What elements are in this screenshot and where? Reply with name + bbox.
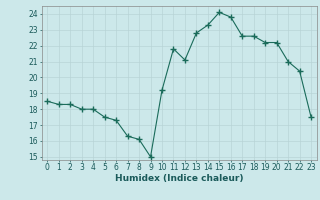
X-axis label: Humidex (Indice chaleur): Humidex (Indice chaleur) bbox=[115, 174, 244, 183]
